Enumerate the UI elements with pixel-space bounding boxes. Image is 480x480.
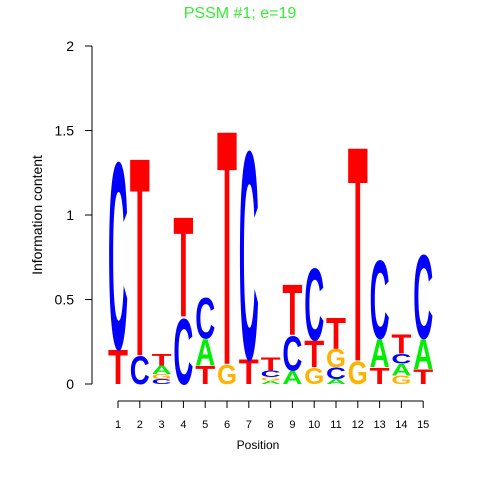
logo-letter: T: [195, 361, 215, 390]
logo-letter: A: [326, 378, 346, 386]
y-axis-label: Information content: [29, 155, 45, 275]
logo-letter: C: [261, 369, 281, 379]
logo-letter: T: [348, 83, 368, 426]
logo-letter: A: [391, 361, 411, 379]
logo-letter: C: [370, 237, 390, 363]
x-tick-label: 10: [308, 419, 320, 431]
chart-title: PSSM #1; e=19: [184, 5, 297, 22]
logo-letter: C: [282, 326, 302, 381]
logo-letter: A: [282, 367, 302, 388]
logo-letter: A: [261, 380, 281, 385]
logo-letter: T: [391, 328, 411, 360]
x-tick-label: 9: [289, 419, 295, 431]
x-tick-label: 15: [417, 419, 429, 431]
logo-letter: G: [348, 354, 368, 391]
x-tick-label: 7: [246, 419, 252, 431]
x-tick-label: 8: [268, 419, 274, 431]
logo-letter: G: [152, 373, 172, 381]
x-tick-label: 1: [115, 419, 121, 431]
logo-letter: C: [152, 378, 172, 386]
logo-letter: T: [326, 309, 346, 359]
x-tick-label: 5: [202, 419, 208, 431]
logo-letter: C: [326, 364, 346, 382]
logo-letter: G: [304, 363, 324, 389]
logo-letter: T: [413, 365, 433, 388]
x-tick-label: 12: [352, 419, 364, 431]
x-tick-label: 6: [224, 419, 230, 431]
y-tick-label: 0: [66, 376, 74, 392]
logo-letter: T: [370, 363, 390, 389]
x-tick-label: 11: [330, 419, 341, 431]
logo-letter: G: [391, 374, 411, 387]
logo-letter: T: [152, 351, 172, 369]
logo-letter: C: [108, 106, 128, 405]
logo-letter: T: [304, 334, 324, 376]
logo-letter: C: [195, 286, 215, 351]
x-tick-label: 13: [373, 419, 385, 431]
logo-letter: A: [370, 331, 390, 376]
x-tick-label: 3: [159, 419, 165, 431]
logo-letter: A: [413, 331, 433, 378]
logo-letter: G: [261, 376, 281, 381]
y-tick-label: 1.5: [55, 123, 75, 139]
logo-letter: T: [130, 99, 150, 416]
logo-letter: T: [108, 340, 128, 395]
logo-letter: C: [239, 90, 259, 423]
y-tick-label: 2: [66, 38, 74, 54]
logo-letter: C: [304, 247, 324, 363]
logo-letter: C: [173, 299, 193, 405]
x-tick-label: 4: [180, 419, 186, 431]
y-tick-label: 0.5: [55, 292, 75, 308]
logo-letter: A: [152, 363, 172, 376]
logo-letter: T: [173, 188, 193, 348]
logo-letter: T: [217, 61, 237, 435]
x-tick-label: 2: [137, 419, 143, 431]
x-axis-label: Position: [237, 438, 280, 452]
logo-letter: T: [282, 269, 302, 351]
logo-letter: C: [130, 348, 150, 393]
logo-letter: C: [413, 231, 433, 364]
logo-letter: G: [326, 344, 346, 373]
x-tick-label: 14: [395, 419, 407, 431]
y-tick-label: 1: [66, 207, 74, 223]
logo-letter: C: [391, 351, 411, 367]
logo-letter: T: [261, 354, 281, 375]
logo-letter: A: [195, 332, 215, 374]
logo-letter: T: [239, 352, 259, 391]
logo-letter: G: [217, 358, 237, 390]
